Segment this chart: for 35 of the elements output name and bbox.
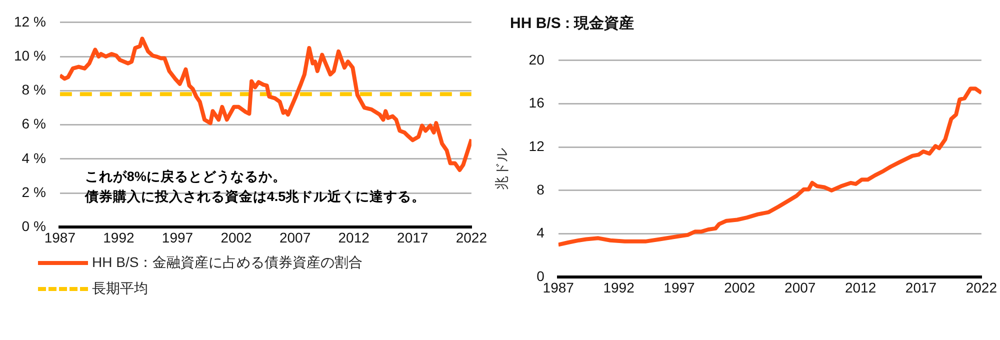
y-tick-label: 16: [528, 94, 545, 111]
y-tick-label: 4: [536, 224, 545, 241]
x-tick-label: 1987: [542, 279, 574, 296]
x-tick-label: 2022: [966, 279, 998, 296]
y-tick-label: 0 %: [22, 218, 46, 234]
x-tick-label: 2012: [844, 279, 876, 296]
x-tick-label: 1992: [603, 279, 635, 296]
x-tick-label: 1997: [162, 229, 194, 246]
legend-label: 長期平均: [92, 280, 148, 298]
x-tick-label: 2002: [220, 229, 252, 246]
y-tick-label: 12 %: [14, 13, 46, 30]
annotation: これが8%に戻るとどうなるか。: [84, 168, 286, 184]
x-tick-label: 1987: [44, 229, 76, 246]
x-tick-label: 2017: [905, 279, 937, 296]
y-tick-label: 2 %: [22, 184, 46, 200]
x-tick-label: 2007: [784, 279, 816, 296]
y-tick-label: 20: [528, 51, 545, 68]
legend-label: HH B/S：金融資産に占める債券資産の割合: [92, 254, 363, 272]
x-tick-label: 2002: [724, 279, 756, 296]
x-tick-label: 1997: [664, 279, 696, 296]
chart-title: HH B/S : 現金資産: [509, 14, 636, 34]
x-tick-label: 2012: [338, 229, 370, 246]
y-tick-label: 4 %: [22, 150, 46, 166]
y-tick-label: 8 %: [22, 82, 46, 98]
x-tick-label: 1992: [103, 229, 134, 246]
y-tick-label: 10 %: [14, 47, 46, 64]
x-tick-label: 2017: [397, 229, 428, 246]
x-tick-label: 2007: [279, 229, 311, 246]
y-tick-label: 8: [536, 181, 545, 198]
x-tick-label: 2022: [456, 229, 488, 246]
y-axis-title: 兆ドル: [493, 148, 510, 190]
annotation: 債券購入に投入される資金は4.5兆ドル近くに達する。: [84, 189, 426, 204]
y-tick-label: 12: [528, 138, 545, 154]
y-tick-label: 6 %: [22, 116, 46, 132]
y-tick-label: 0: [536, 268, 545, 284]
